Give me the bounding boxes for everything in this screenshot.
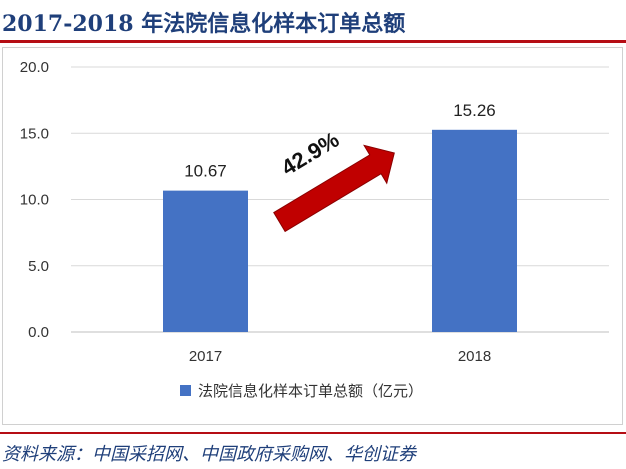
y-axis-ticks: 0.0 5.0 10.0 15.0 20.0 [20,59,49,341]
y-tick-label: 5.0 [28,258,49,275]
title-divider [0,40,626,43]
y-tick-label: 0.0 [28,324,49,341]
legend-swatch [180,385,191,396]
page-title: 2017-2018 年法院信息化样本订单总额 [2,11,406,37]
grid-layer [71,66,609,333]
x-axis-ticks: 2017 2018 [189,348,491,365]
y-tick-label: 15.0 [20,125,49,142]
legend-label: 法院信息化样本订单总额（亿元） [198,382,423,400]
x-tick-label-2017: 2017 [189,348,222,365]
bars-layer [163,129,517,332]
data-label-2018: 15.26 [453,101,496,120]
y-tick-label: 10.0 [20,192,49,209]
source-divider [0,432,626,434]
y-tick-label: 20.0 [20,59,49,76]
data-label-2017: 10.67 [184,162,227,181]
bar-2018 [432,129,517,332]
x-tick-label-2018: 2018 [458,348,491,365]
source-note: 资料来源：中国采招网、中国政府采购网、华创证券 [2,444,416,465]
bar-chart: 0.0 5.0 10.0 15.0 20.0 10.67 15.26 2017 2018 4… [20,59,609,400]
data-labels-layer: 10.67 15.26 [184,101,496,181]
chart-frame: 0.0 5.0 10.0 15.0 20.0 10.67 15.26 2017 2018 4… [2,47,623,425]
growth-arrow-icon [273,144,395,233]
chart-legend: 法院信息化样本订单总额（亿元） [180,382,423,400]
growth-annotation: 42.9% [273,127,395,233]
bar-2017 [163,190,248,332]
growth-rate-label: 42.9% [277,127,343,181]
